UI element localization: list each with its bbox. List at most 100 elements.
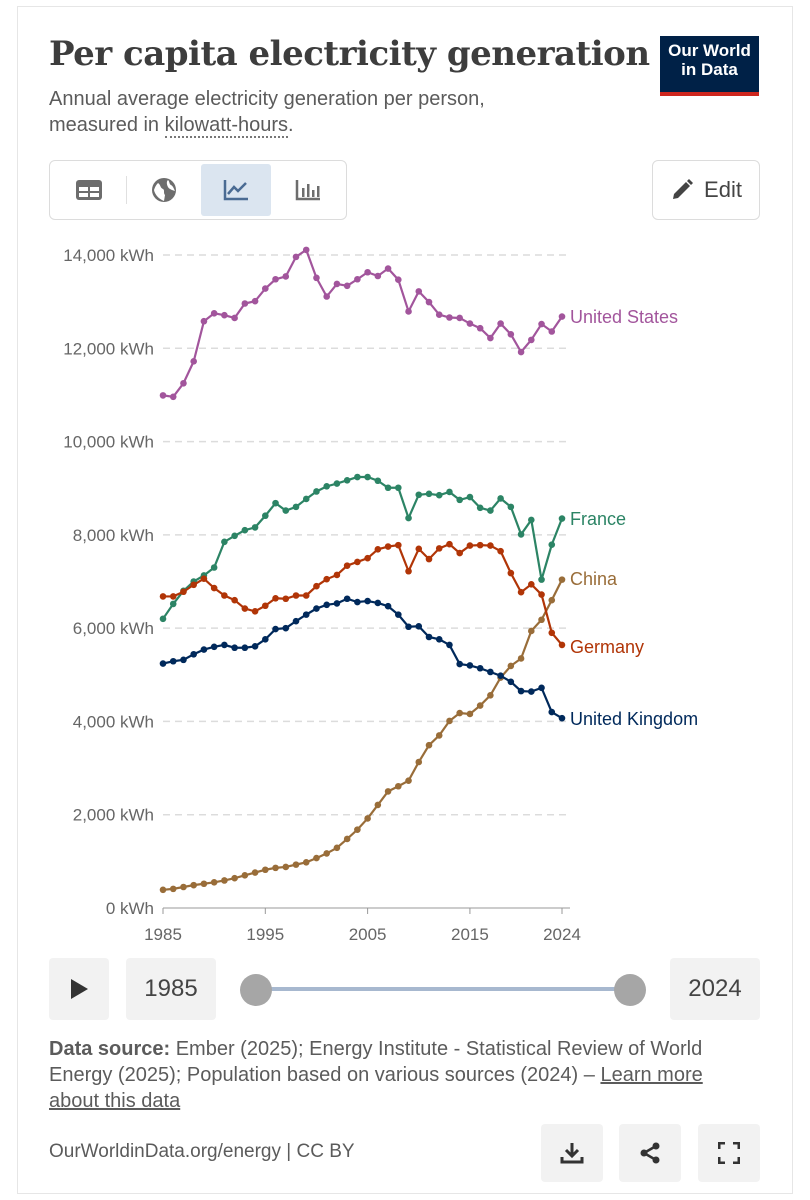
- series-line-france: [162, 475, 564, 620]
- data-point-china: [395, 782, 402, 790]
- data-point-united-kingdom: [302, 611, 310, 618]
- edit-button[interactable]: Edit: [652, 160, 760, 220]
- data-point-germany: [538, 591, 545, 598]
- data-point-germany: [262, 602, 269, 610]
- data-point-china: [538, 616, 545, 624]
- data-point-united-states: [466, 320, 474, 327]
- share-button[interactable]: [619, 1124, 681, 1182]
- data-point-germany: [374, 546, 382, 553]
- data-point-china: [292, 861, 300, 868]
- fullscreen-icon: [718, 1142, 740, 1164]
- start-year-box[interactable]: 1985: [126, 958, 216, 1020]
- data-point-china: [169, 885, 177, 893]
- owid-logo[interactable]: Our World in Data: [660, 36, 759, 96]
- data-point-united-kingdom: [415, 622, 423, 630]
- unit-link[interactable]: kilowatt-hours: [164, 114, 289, 138]
- y-tick-label: 8,000 kWh: [73, 526, 154, 545]
- data-point-china: [302, 858, 310, 866]
- data-point-united-states: [415, 288, 423, 295]
- data-point-china: [507, 662, 515, 670]
- data-point-germany: [517, 588, 525, 596]
- bar-chart-icon: [295, 180, 320, 201]
- start-handle[interactable]: [240, 974, 272, 1006]
- data-point-france: [466, 493, 474, 501]
- data-point-united-kingdom: [262, 636, 269, 643]
- data-point-united-states: [384, 265, 392, 272]
- data-point-germany: [487, 542, 494, 549]
- learn-more-link[interactable]: Learn more about this data: [49, 1064, 703, 1112]
- data-point-united-kingdom: [395, 611, 402, 618]
- data-point-united-states: [425, 298, 433, 306]
- series-label-germany: Germany: [570, 637, 644, 657]
- data-point-united-kingdom: [313, 605, 320, 612]
- footer-link[interactable]: OurWorldinData.org/energy | CC BY: [49, 1141, 355, 1162]
- y-tick-label: 12,000 kWh: [63, 339, 154, 358]
- data-point-france: [558, 515, 566, 522]
- tab-table[interactable]: [54, 164, 124, 216]
- data-point-germany: [364, 554, 371, 562]
- data-point-germany: [292, 592, 300, 599]
- x-tick-label: 1995: [246, 925, 284, 944]
- data-point-china: [272, 864, 279, 872]
- data-point-united-states: [507, 330, 515, 338]
- subtitle-text: Annual average electricity generation pe…: [49, 88, 485, 110]
- data-point-united-states: [302, 246, 310, 254]
- timeline-track[interactable]: [256, 987, 630, 991]
- data-point-china: [180, 883, 187, 891]
- data-point-france: [517, 531, 525, 538]
- series-label-united-states: United States: [570, 307, 678, 327]
- tab-line-chart[interactable]: [201, 164, 271, 216]
- share-icon: [640, 1142, 660, 1164]
- data-point-united-states: [405, 308, 412, 315]
- data-point-china: [405, 777, 412, 784]
- data-point-france: [497, 495, 504, 502]
- x-tick-label: 2015: [451, 925, 489, 944]
- data-point-germany: [466, 542, 474, 549]
- data-point-united-kingdom: [241, 644, 249, 652]
- data-point-germany: [384, 543, 392, 550]
- data-point-germany: [272, 594, 279, 602]
- download-button[interactable]: [541, 1124, 603, 1182]
- data-point-france: [262, 512, 269, 520]
- data-point-united-states: [528, 336, 535, 344]
- data-point-united-states: [210, 310, 218, 317]
- fullscreen-button[interactable]: [698, 1124, 760, 1182]
- data-point-france: [343, 476, 351, 484]
- data-point-united-states: [487, 334, 494, 342]
- end-handle[interactable]: [614, 974, 646, 1006]
- data-point-united-kingdom: [528, 688, 535, 695]
- series-line-china: [162, 579, 563, 891]
- tab-bar-chart[interactable]: [273, 164, 343, 216]
- data-point-united-kingdom: [272, 625, 279, 633]
- end-year-box[interactable]: 2024: [670, 958, 760, 1020]
- data-point-germany: [405, 567, 412, 575]
- data-point-china: [262, 866, 269, 874]
- data-point-china: [221, 877, 228, 884]
- data-point-united-kingdom: [221, 641, 228, 649]
- play-button[interactable]: [49, 958, 109, 1020]
- data-point-united-states: [333, 280, 341, 288]
- source-text: Ember (2025); Energy Institute - Statist…: [49, 1038, 703, 1086]
- data-point-china: [333, 844, 341, 852]
- data-point-france: [282, 507, 290, 514]
- data-point-china: [384, 788, 392, 795]
- data-point-germany: [241, 605, 249, 612]
- data-point-france: [384, 484, 392, 492]
- data-point-united-kingdom: [292, 617, 300, 625]
- tab-map[interactable]: [129, 164, 199, 216]
- data-point-france: [272, 499, 279, 507]
- data-point-france: [221, 538, 228, 546]
- series-label-france: France: [570, 509, 626, 529]
- data-point-germany: [333, 571, 341, 579]
- data-point-china: [313, 854, 320, 862]
- subtitle-measured: measured in: [49, 114, 165, 136]
- data-point-germany: [425, 555, 433, 563]
- data-point-france: [405, 514, 412, 522]
- data-point-france: [323, 483, 330, 490]
- data-point-germany: [313, 582, 320, 590]
- data-point-united-kingdom: [476, 664, 484, 672]
- logo-line1: Our World: [668, 41, 751, 60]
- data-point-united-kingdom: [190, 650, 197, 658]
- data-point-france: [538, 576, 545, 583]
- data-point-france: [169, 600, 177, 608]
